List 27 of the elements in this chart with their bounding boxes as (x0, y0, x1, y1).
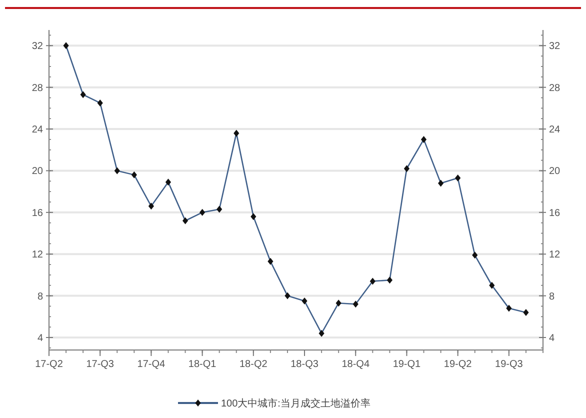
x-tick-label: 17-Q2 (35, 359, 64, 370)
x-tick-label: 18-Q2 (240, 359, 268, 370)
x-tick-label: 18-Q4 (342, 359, 370, 370)
y-tick-label: 24 (32, 124, 44, 136)
x-tick-label: 19-Q1 (392, 359, 422, 370)
y-tick-label: 20 (32, 166, 44, 178)
y-tick-label: 32 (32, 41, 44, 52)
x-tick-label: 19-Q3 (495, 359, 524, 370)
y-tick-label: 16 (32, 208, 44, 219)
y2-tick-label: 4 (549, 332, 555, 344)
y2-tick-label: 8 (549, 291, 555, 302)
y2-tick-label: 28 (549, 82, 561, 94)
y-tick-label: 28 (32, 82, 44, 94)
x-tick-label: 18-Q3 (290, 359, 319, 370)
y2-tick-label: 32 (549, 41, 561, 52)
legend-label: 100大中城市:当月成交土地溢价率 (221, 398, 370, 410)
y-tick-label: 4 (37, 332, 44, 344)
y2-tick-label: 24 (549, 124, 561, 136)
y2-tick-label: 12 (549, 250, 561, 261)
y2-tick-label: 16 (549, 208, 561, 219)
y-tick-label: 12 (32, 250, 44, 261)
x-tick-label: 17-Q3 (86, 359, 114, 370)
x-tick-label: 18-Q1 (188, 359, 217, 370)
x-tick-label: 19-Q2 (444, 359, 472, 370)
y2-tick-label: 20 (549, 166, 561, 178)
y-tick-label: 8 (37, 291, 44, 302)
x-tick-label: 17-Q4 (137, 359, 166, 370)
